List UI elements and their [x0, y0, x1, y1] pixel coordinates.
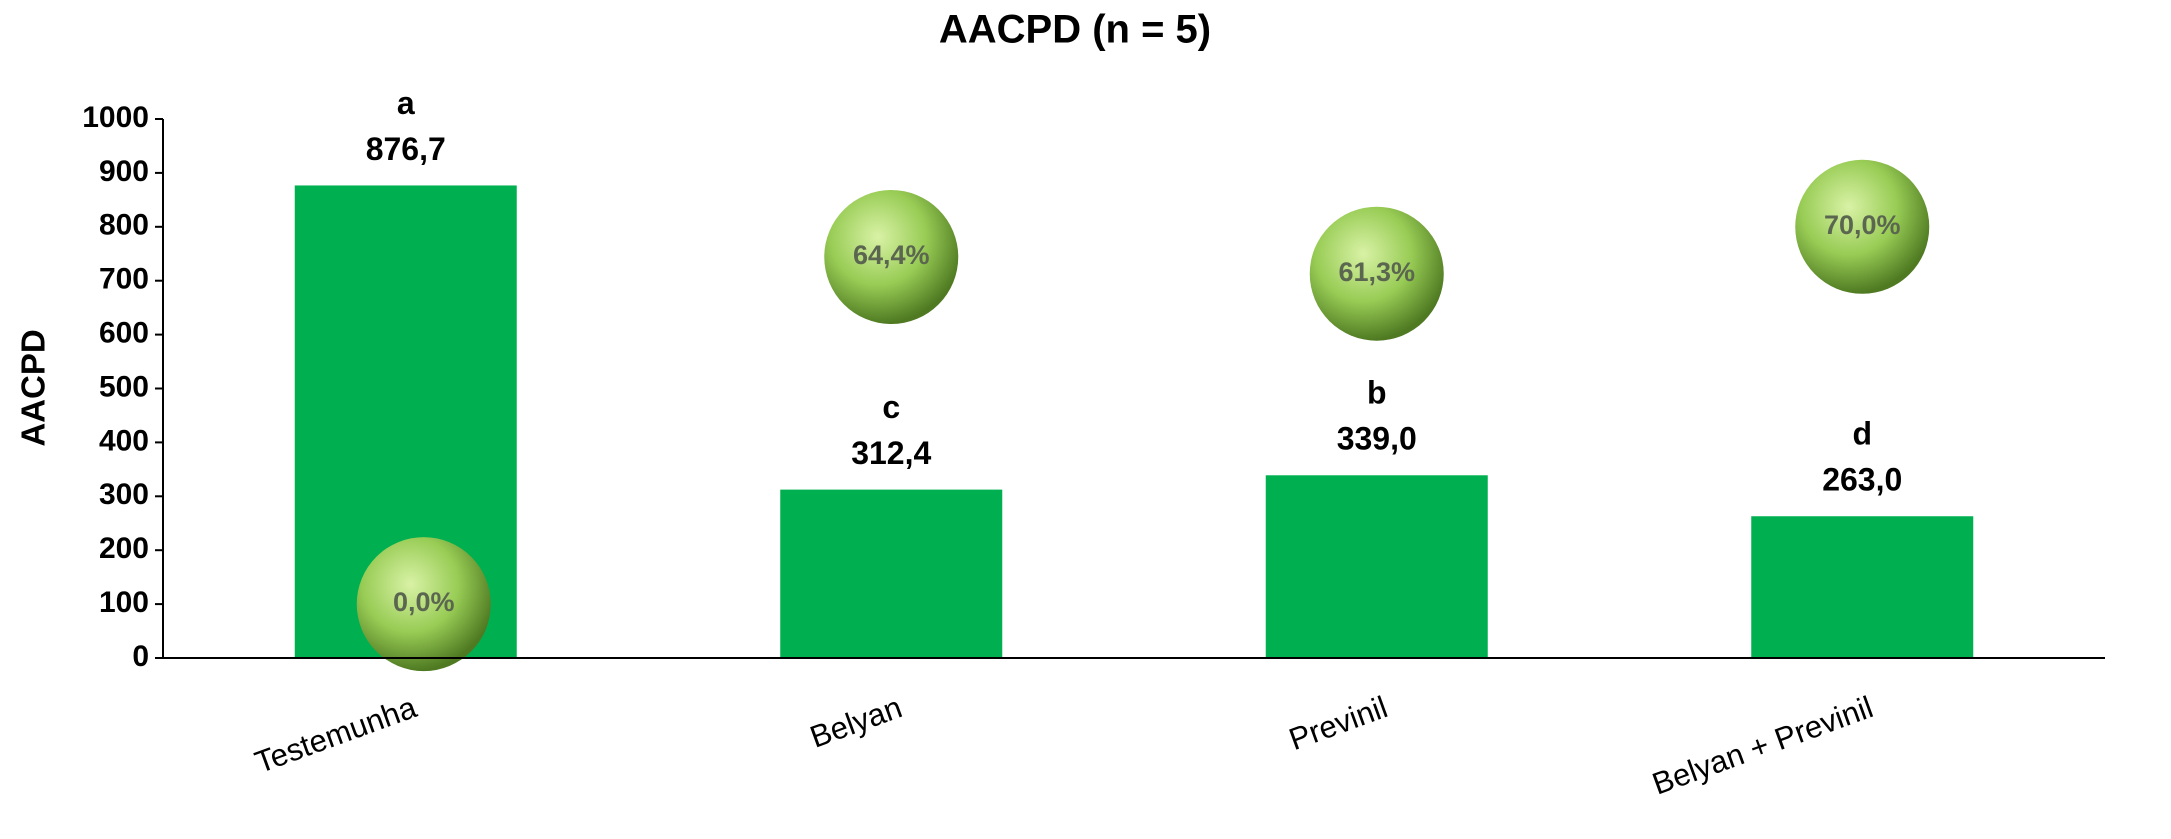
value-label: 312,4 [851, 435, 931, 471]
x-tick-label: Belyan + Previnil [1648, 689, 1878, 801]
y-axis-label: AACPD [15, 329, 52, 446]
bar [780, 489, 1003, 658]
efficacy-label: 0,0% [393, 587, 455, 617]
x-tick-label: Testemunha [250, 689, 421, 780]
value-label: 263,0 [1822, 462, 1902, 498]
bar [1751, 516, 1974, 658]
value-label: 339,0 [1337, 421, 1417, 457]
efficacy-bubble [356, 537, 491, 672]
y-tick-label: 200 [99, 532, 149, 565]
y-tick-label: 600 [99, 317, 149, 350]
y-tick-label: 100 [99, 586, 149, 619]
y-tick-label: 700 [99, 263, 149, 296]
letter-label: b [1367, 375, 1387, 411]
bar [1265, 475, 1488, 658]
efficacy-label: 70,0% [1824, 210, 1901, 240]
y-tick-label: 900 [99, 155, 149, 188]
y-tick-label: 400 [99, 424, 149, 457]
value-label: 876,7 [366, 131, 446, 167]
efficacy-bubble [1795, 159, 1930, 294]
y-tick-label: 500 [99, 370, 149, 403]
letter-label: a [397, 85, 415, 121]
y-tick-label: 0 [132, 640, 149, 673]
y-tick-label: 800 [99, 209, 149, 242]
efficacy-label: 61,3% [1338, 257, 1415, 287]
efficacy-bubble [824, 189, 959, 324]
x-tick-label: Belyan [805, 689, 906, 754]
letter-label: c [882, 389, 900, 425]
y-tick-label: 1000 [82, 101, 149, 134]
efficacy-label: 64,4% [853, 240, 930, 270]
y-tick-label: 300 [99, 478, 149, 511]
x-tick-label: Previnil [1284, 689, 1391, 757]
efficacy-bubble [1309, 206, 1444, 341]
chart-title: AACPD (n = 5) [939, 8, 1211, 52]
letter-label: d [1852, 416, 1872, 452]
